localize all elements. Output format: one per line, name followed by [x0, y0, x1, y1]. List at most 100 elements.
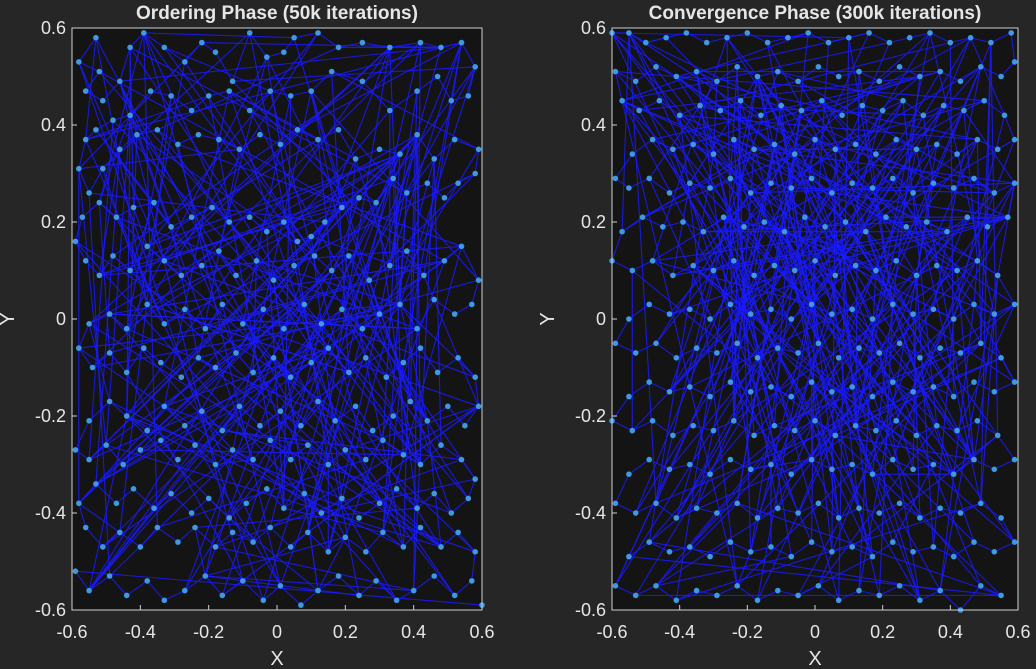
path-segment — [794, 216, 1008, 272]
path-segment — [736, 502, 758, 519]
neuron-point — [731, 258, 737, 264]
path-segment — [194, 527, 206, 577]
neuron-point — [656, 97, 663, 104]
neuron-point — [438, 44, 444, 51]
path-segment — [713, 260, 735, 271]
path-segment — [382, 362, 404, 533]
path-segment — [109, 575, 128, 596]
path-segment — [164, 260, 476, 378]
neuron-point — [981, 97, 987, 104]
neuron-point — [199, 39, 205, 46]
path-segment — [797, 502, 819, 514]
x-tick-label: 0 — [810, 622, 820, 642]
path-segment — [696, 507, 718, 514]
path-segment — [611, 32, 958, 271]
neuron-point — [937, 587, 943, 594]
path-segment — [194, 507, 418, 529]
path-segment — [249, 110, 442, 446]
path-segment — [615, 502, 636, 514]
path-segment — [317, 537, 346, 591]
path-segment — [675, 76, 897, 422]
neuron-point — [161, 403, 168, 410]
neuron-point — [113, 214, 120, 220]
neuron-point — [380, 437, 386, 444]
path-segment — [116, 207, 134, 218]
neuron-point — [123, 592, 130, 599]
neuron-point — [835, 355, 842, 361]
path-segment — [696, 42, 890, 509]
path-segment — [157, 46, 339, 131]
neuron-point — [86, 587, 92, 594]
neuron-point — [876, 592, 883, 599]
neuron-point — [710, 427, 717, 434]
neuron-point — [421, 272, 427, 279]
path-segment — [85, 37, 97, 140]
neuron-point — [808, 456, 815, 463]
neuron-point — [82, 136, 89, 143]
path-segment — [146, 32, 319, 247]
path-segment — [675, 221, 765, 519]
path-segment — [78, 42, 203, 170]
path-segment — [201, 250, 220, 267]
neuron-point — [250, 539, 256, 545]
neuron-point — [308, 359, 315, 366]
path-segment — [669, 182, 691, 194]
path-segment — [777, 71, 799, 82]
path-segment — [730, 139, 1015, 305]
path-segment — [757, 76, 887, 218]
path-segment — [878, 352, 921, 601]
path-segment — [994, 541, 1015, 553]
path-segment — [977, 420, 999, 436]
path-segment — [228, 90, 346, 451]
neuron-point — [852, 422, 859, 429]
path-segment — [78, 148, 240, 170]
convergence-y-ticks: 0.6 0.4 0.2 0 -0.2 -0.4 -0.6 — [575, 18, 617, 620]
neuron-point — [863, 228, 869, 235]
neuron-point — [835, 515, 842, 521]
path-segment — [767, 37, 789, 44]
path-segment — [126, 115, 131, 417]
path-segment — [184, 47, 391, 591]
path-segment — [784, 231, 995, 315]
neuron-point — [260, 597, 267, 604]
neuron-point — [873, 427, 879, 434]
path-segment — [858, 71, 880, 82]
path-segment — [382, 531, 404, 548]
path-segment — [709, 459, 731, 475]
path-segment — [204, 575, 223, 596]
path-segment — [676, 502, 981, 601]
neuron-point — [626, 471, 632, 478]
path-segment — [215, 51, 234, 82]
path-segment — [300, 42, 463, 426]
path-segment — [129, 202, 155, 271]
path-segment — [780, 105, 833, 552]
neuron-point — [158, 437, 164, 444]
path-segment — [147, 153, 401, 247]
neuron-point — [103, 442, 109, 448]
path-segment — [750, 182, 1015, 194]
path-segment — [689, 464, 711, 475]
path-segment — [858, 183, 934, 591]
neuron-point — [243, 500, 250, 507]
path-segment — [413, 575, 435, 592]
neuron-point — [873, 267, 879, 274]
x-tick-label: -0.6 — [56, 622, 87, 642]
path-segment — [402, 527, 421, 548]
neuron-point — [82, 258, 89, 264]
neuron-point — [127, 267, 133, 274]
path-segment — [922, 115, 934, 184]
neuron-point — [930, 180, 937, 186]
path-segment — [794, 153, 877, 431]
neuron-point — [829, 389, 835, 395]
neuron-point — [998, 355, 1004, 361]
path-segment — [834, 435, 1002, 596]
path-segment — [912, 463, 934, 470]
path-segment — [679, 105, 701, 116]
path-segment — [878, 275, 917, 354]
neuron-point — [287, 456, 294, 463]
path-segment — [655, 270, 715, 504]
path-segment — [85, 90, 104, 102]
path-segment — [331, 270, 476, 480]
path-segment — [307, 47, 391, 533]
